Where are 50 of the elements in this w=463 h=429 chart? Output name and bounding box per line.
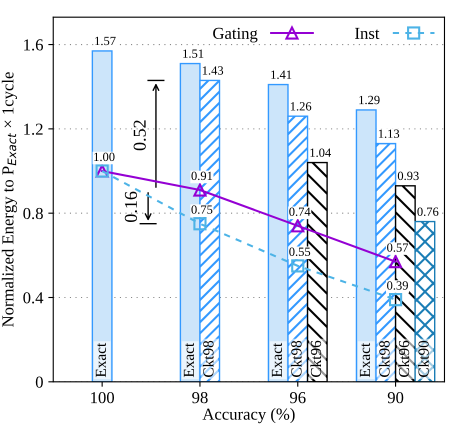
y-tick-label: 0.8 (23, 208, 43, 220)
x-tick-label: 90 (388, 392, 404, 404)
text: Exact (360, 342, 370, 378)
y-tick-label: 1.6 (24, 39, 44, 51)
x-tick-label: 98 (192, 392, 208, 404)
data-label: 1.57 (95, 36, 116, 46)
y-tick-label: 1.2 (24, 124, 43, 135)
x-tick-label: 100 (91, 392, 114, 404)
legend-label: Gating (213, 28, 258, 42)
data-label: 0.57 (387, 243, 408, 252)
annotation: 0.52 (134, 120, 146, 150)
data-label: 1.00 (94, 152, 115, 162)
data-label: 1.41 (271, 70, 292, 79)
bar (92, 50, 113, 382)
text: Ckt96 (398, 340, 410, 377)
text: Ckt98 (290, 340, 302, 377)
y-axis-title: Normalized Energy to P$_{Exact}$ × 1cycle (2, 72, 17, 327)
point (388, 255, 402, 268)
text: Exact (184, 342, 194, 378)
x-tick-label: 96 (290, 392, 306, 404)
series-label: Ckt98 (202, 340, 214, 377)
bar (414, 220, 436, 382)
data-label: 1.51 (183, 49, 204, 58)
y-tick-label: 0 (36, 376, 43, 388)
data-label: 0.75 (191, 205, 212, 214)
data-label: 0.74 (289, 207, 310, 216)
text: Ckt98 (378, 340, 390, 377)
point (193, 183, 207, 197)
data-label: 1.04 (310, 148, 332, 157)
y-tick-label: 0.4 (23, 292, 44, 304)
data-label: 0.39 (387, 281, 408, 290)
data-label: 1.26 (290, 102, 312, 111)
data-label: 0.55 (289, 248, 310, 256)
data-label: 1.43 (202, 66, 224, 75)
annotation: 0.16 (124, 192, 138, 222)
data-label: 0.93 (398, 172, 419, 180)
data-label: 0.91 (191, 172, 212, 180)
data-label: 1.29 (359, 96, 380, 104)
legend-label: Inst (355, 28, 380, 39)
text: Exact (272, 342, 282, 378)
data-label: 0.76 (417, 207, 438, 216)
point (193, 217, 207, 230)
series-label: Ckt96 (310, 340, 322, 377)
x-axis-title: Accuracy (%) (202, 408, 295, 424)
data-label: 1.13 (378, 130, 400, 138)
point (291, 219, 304, 232)
series-label: Exact (96, 342, 106, 378)
point (291, 259, 304, 272)
point (388, 293, 402, 306)
series-label: Ckt90 (418, 340, 429, 377)
